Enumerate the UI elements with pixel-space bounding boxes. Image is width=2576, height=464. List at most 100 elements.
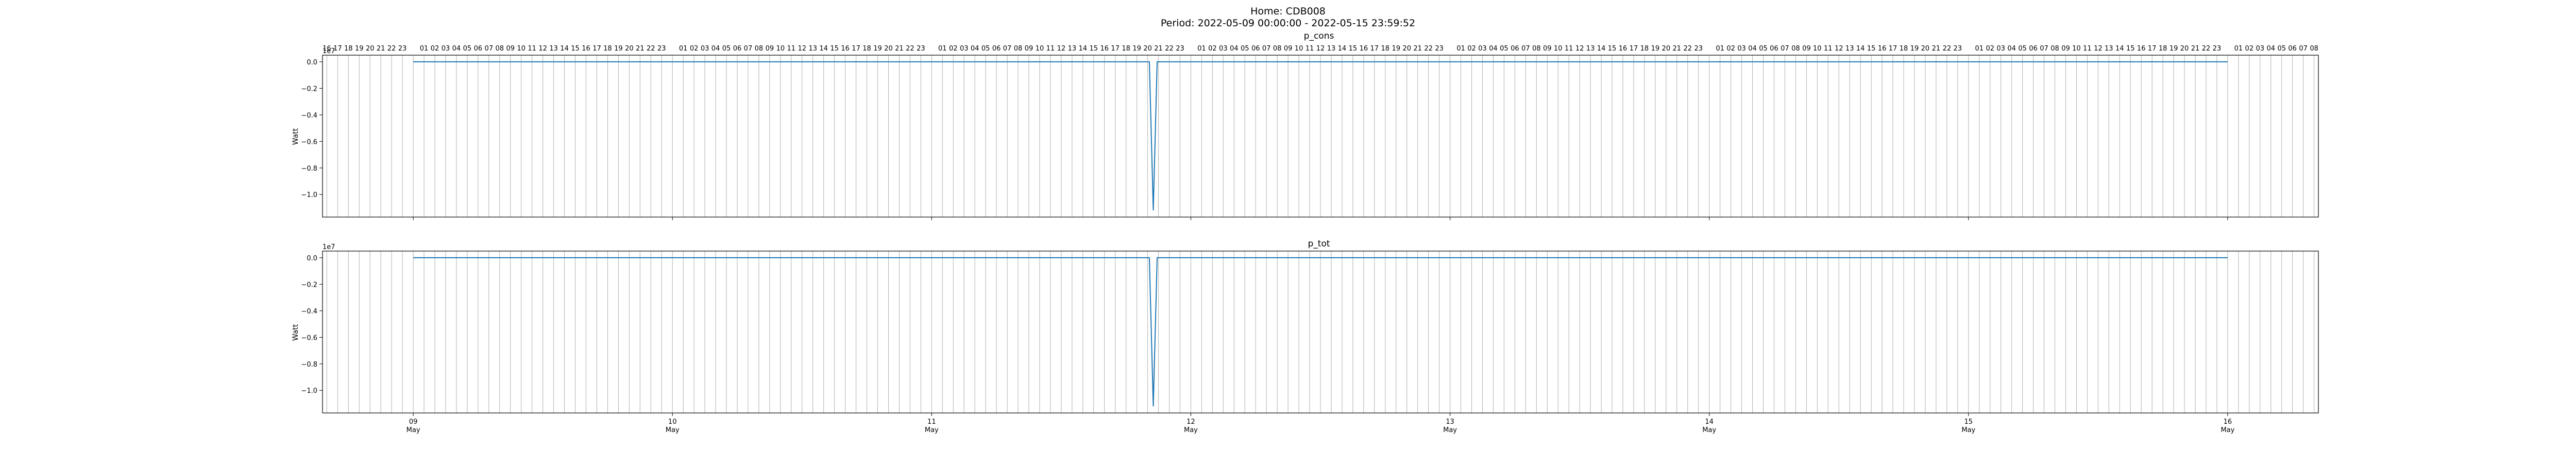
hour-label: 17 — [333, 45, 342, 53]
hour-label: 23 — [1435, 45, 1444, 53]
hour-label: 16 — [582, 45, 590, 53]
hour-label: 08 — [2310, 45, 2318, 53]
hour-label: 07 — [1003, 45, 1012, 53]
hour-label: 18 — [1900, 45, 1908, 53]
hour-label: 05 — [722, 45, 731, 53]
hour-label: 23 — [398, 45, 407, 53]
hour-label: 12 — [1835, 45, 1843, 53]
hour-label: 02 — [1467, 45, 1476, 53]
hour-label: 18 — [1381, 45, 1390, 53]
hour-label: 08 — [755, 45, 764, 53]
hour-label: 07 — [1781, 45, 1789, 53]
hour-label: 19 — [2170, 45, 2178, 53]
p-cons-hour-labels: 16 17 18 19 20 21 22 23 01 02 03 04 05 06 07 08 09 10 11 12… — [323, 45, 2318, 53]
hour-label: 06 — [1770, 45, 1778, 53]
hour-label: 12 — [1316, 45, 1325, 53]
hour-label: 01 — [2234, 45, 2243, 53]
p-tot-xtick-label-day: 12 — [1187, 418, 1195, 426]
hour-label: 20 — [1662, 45, 1671, 53]
hour-label: 05 — [981, 45, 990, 53]
hour-label: 09 — [1025, 45, 1033, 53]
hour-label: 05 — [2277, 45, 2286, 53]
hour-label: 22 — [1424, 45, 1433, 53]
hour-label: 07 — [2040, 45, 2048, 53]
hour-label: 20 — [1921, 45, 1930, 53]
p-tot-xtick-label-month: May — [2221, 426, 2234, 434]
hour-label: 05 — [1500, 45, 1509, 53]
hour-label: 14 — [1856, 45, 1865, 53]
p-cons-ytick-label: −0.6 — [301, 138, 317, 146]
hour-label: 06 — [1511, 45, 1519, 53]
hour-label: 08 — [2050, 45, 2059, 53]
p-tot-title: p_tot — [1308, 239, 1330, 249]
hour-label: 02 — [1986, 45, 1994, 53]
hour-label: 10 — [1295, 45, 1303, 53]
p-tot-panel: p_tot 1e7 Watt 0.0 −0.2 −0.4 −0.6 −0.8 −1.0 09… — [292, 239, 2319, 434]
p-cons-offset-label: 1e7 — [323, 47, 335, 55]
hour-label: 11 — [1306, 45, 1314, 53]
hour-label: 11 — [1824, 45, 1833, 53]
hour-label: 09 — [506, 45, 515, 53]
p-tot-xtick-label-day: 16 — [2224, 418, 2232, 426]
hour-label: 02 — [1726, 45, 1735, 53]
p-tot-xtick-label-month: May — [1184, 426, 1198, 434]
hour-label: 01 — [679, 45, 688, 53]
hour-label: 01 — [1197, 45, 1206, 53]
hour-label: 09 — [1284, 45, 1293, 53]
hour-label: 15 — [830, 45, 839, 53]
hour-label: 02 — [949, 45, 958, 53]
hour-label: 16 — [1619, 45, 1628, 53]
hour-label: 08 — [1273, 45, 1282, 53]
hour-label: 07 — [1521, 45, 1530, 53]
figure-title-line2: Period: 2022-05-09 00:00:00 - 2022-05-15… — [1161, 18, 1415, 29]
hour-label: 06 — [2288, 45, 2297, 53]
hour-label: 16 — [841, 45, 850, 53]
hour-label: 10 — [517, 45, 526, 53]
p-tot-xtick-label-day: 15 — [1964, 418, 1973, 426]
p-tot-xtick-label-day: 13 — [1446, 418, 1454, 426]
p-tot-axes-frame — [322, 251, 2319, 413]
p-tot-xtick-label-month: May — [925, 426, 939, 434]
hour-label: 04 — [2007, 45, 2016, 53]
p-tot-xtick-label-month: May — [666, 426, 680, 434]
hour-label: 22 — [647, 45, 655, 53]
hour-label: 22 — [1165, 45, 1174, 53]
p-tot-ytick-label: 0.0 — [307, 255, 317, 262]
hour-label: 10 — [1036, 45, 1044, 53]
hour-label: 05 — [2018, 45, 2027, 53]
hour-label: 17 — [852, 45, 860, 53]
hour-label: 22 — [1943, 45, 1952, 53]
hour-label: 05 — [1759, 45, 1768, 53]
hour-label: 12 — [1575, 45, 1584, 53]
hour-label: 16 — [1100, 45, 1109, 53]
hour-label: 20 — [366, 45, 375, 53]
hour-label: 14 — [1338, 45, 1347, 53]
hour-label: 06 — [474, 45, 483, 53]
hour-label: 02 — [431, 45, 439, 53]
p-tot-xtick-label-day: 11 — [927, 418, 936, 426]
hour-label: 04 — [2266, 45, 2275, 53]
hour-label: 10 — [1813, 45, 1822, 53]
hour-label: 19 — [1132, 45, 1141, 53]
hour-label: 04 — [971, 45, 979, 53]
hour-label: 01 — [420, 45, 429, 53]
hour-label: 03 — [442, 45, 450, 53]
hour-label: 16 — [2137, 45, 2146, 53]
hour-label: 20 — [1143, 45, 1152, 53]
hour-label: 22 — [387, 45, 396, 53]
hour-label: 13 — [2105, 45, 2113, 53]
hour-label: 20 — [625, 45, 634, 53]
hour-label: 04 — [711, 45, 720, 53]
p-tot-xtick-label-day: 10 — [668, 418, 677, 426]
hour-label: 02 — [690, 45, 699, 53]
hour-label: 21 — [895, 45, 904, 53]
hour-label: 12 — [538, 45, 547, 53]
hour-label: 12 — [798, 45, 806, 53]
hour-label: 03 — [960, 45, 969, 53]
hour-label: 23 — [2213, 45, 2222, 53]
hour-label: 17 — [1630, 45, 1638, 53]
hour-label: 08 — [1791, 45, 1800, 53]
hour-label: 01 — [1716, 45, 1724, 53]
hour-label: 19 — [614, 45, 623, 53]
